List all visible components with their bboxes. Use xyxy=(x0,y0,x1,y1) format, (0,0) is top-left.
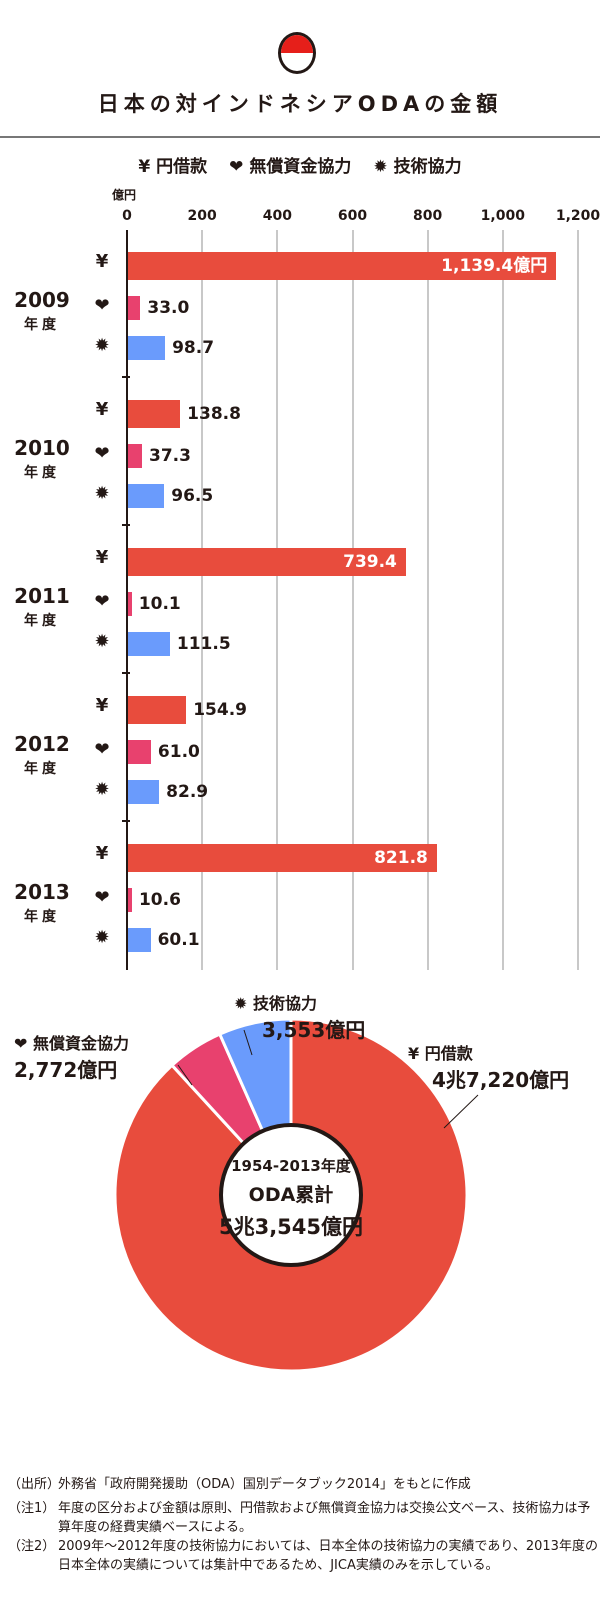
yen-icon: ¥ xyxy=(95,399,109,420)
bar-tech xyxy=(128,780,160,804)
year-label: 2011 xyxy=(14,584,70,608)
leader-line xyxy=(177,1064,193,1086)
gridline xyxy=(201,230,204,970)
data-label: 154.9 xyxy=(193,700,247,720)
year-suffix: 年度 xyxy=(24,613,60,629)
gear-icon: ✹ xyxy=(94,483,110,504)
group-tick xyxy=(122,524,130,526)
data-label: 37.3 xyxy=(149,446,191,466)
data-label: 98.7 xyxy=(172,338,215,358)
data-label: 821.8 xyxy=(374,848,428,868)
bar-tech xyxy=(128,484,165,508)
gridline xyxy=(276,230,279,970)
gear-icon: ✹ xyxy=(94,335,110,356)
gear-icon: ✹ xyxy=(94,779,110,800)
data-label: 82.9 xyxy=(166,782,209,802)
bar-grant xyxy=(128,296,141,320)
year-label: 2009 xyxy=(14,288,70,312)
bar-tech xyxy=(128,336,166,360)
heart-icon: ❤ xyxy=(94,443,110,464)
grant-slice-label: ❤ 無償資金協力 2,772億円 xyxy=(14,1034,129,1082)
bar-yen xyxy=(128,844,437,872)
donut-center-text: 1954-2013年度 ODA累計 5兆3,545億円 xyxy=(218,1157,364,1239)
gear-icon: ✹ xyxy=(94,927,110,948)
bar-grant xyxy=(128,592,132,616)
gridline xyxy=(426,230,429,970)
divider xyxy=(0,136,600,138)
tick-label: 1,200 xyxy=(555,208,600,224)
bar-grant xyxy=(128,888,132,912)
yen-icon: ¥ xyxy=(95,251,109,272)
axis-line xyxy=(126,230,128,970)
bar-yen xyxy=(128,400,181,428)
heart-icon: ❤ xyxy=(94,591,110,612)
tick-label: 1,000 xyxy=(480,208,525,224)
yen-icon: ¥ xyxy=(95,695,109,716)
data-label: 1,139.4億円 xyxy=(441,256,548,276)
yen-icon: ¥ xyxy=(138,157,151,177)
tick-label: 600 xyxy=(337,208,368,224)
footnotes: （出所） 外務省「政府開発援助（ODA）国別データブック2014」をもとに作成 （… xyxy=(8,1477,598,1573)
gear-icon: ✹ xyxy=(373,157,388,177)
heart-icon: ❤ xyxy=(94,739,110,760)
data-label: 10.6 xyxy=(138,890,181,910)
bar-yen xyxy=(128,548,406,576)
bar-tech xyxy=(128,632,170,656)
data-label: 61.0 xyxy=(157,742,200,762)
data-label: 111.5 xyxy=(176,634,231,654)
data-label: 33.0 xyxy=(147,298,190,318)
tech-slice-label: ✹ 技術協力 3,553億円 xyxy=(234,994,366,1042)
gridline xyxy=(501,230,504,970)
bar-yen xyxy=(128,252,557,280)
tick-label: 800 xyxy=(413,208,443,224)
bar-grant xyxy=(128,740,151,764)
bar-yen xyxy=(128,696,187,724)
year-label: 2013 xyxy=(14,880,70,904)
year-label: 2010 xyxy=(14,436,70,460)
tick-label: 400 xyxy=(262,208,292,224)
group-tick xyxy=(122,820,130,822)
leader-line xyxy=(243,1029,253,1056)
legend-yen: ¥ 円借款 xyxy=(138,157,208,177)
legend: ¥ 円借款 ❤ 無償資金協力 ✹ 技術協力 xyxy=(0,152,600,177)
year-label: 2012 xyxy=(14,732,70,756)
page-title: 日本の対インドネシアODAの金額 xyxy=(97,92,503,116)
data-label: 96.5 xyxy=(171,486,214,506)
heart-icon: ❤ xyxy=(229,157,244,177)
unit-label: 億円 xyxy=(112,188,137,202)
indonesia-flag-icon xyxy=(278,32,316,74)
legend-grant: ❤ 無償資金協力 xyxy=(229,157,352,177)
tick-label: 200 xyxy=(187,208,217,224)
year-suffix: 年度 xyxy=(24,317,60,333)
gridline xyxy=(577,230,579,970)
bar-grant xyxy=(128,444,143,468)
year-suffix: 年度 xyxy=(24,761,60,777)
yen-slice-label: ¥ 円借款 4兆7,220億円 xyxy=(408,1044,570,1092)
leader-line xyxy=(443,1094,479,1129)
gear-icon: ✹ xyxy=(94,631,110,652)
year-suffix: 年度 xyxy=(24,909,60,925)
year-suffix: 年度 xyxy=(24,465,60,481)
donut-hole xyxy=(219,1123,363,1267)
data-label: 60.1 xyxy=(157,930,200,950)
data-label: 10.1 xyxy=(138,594,181,614)
data-label: 138.8 xyxy=(187,404,241,424)
bar-tech xyxy=(128,928,151,952)
yen-icon: ¥ xyxy=(95,547,109,568)
heart-icon: ❤ xyxy=(94,887,110,908)
data-label: 739.4 xyxy=(343,552,397,572)
group-tick xyxy=(122,672,130,674)
yen-icon: ¥ xyxy=(95,843,109,864)
heart-icon: ❤ xyxy=(94,295,110,316)
tick-label: 0 xyxy=(122,208,132,224)
group-tick xyxy=(122,376,130,378)
legend-tech: ✹ 技術協力 xyxy=(373,157,462,177)
gridline xyxy=(351,230,354,970)
